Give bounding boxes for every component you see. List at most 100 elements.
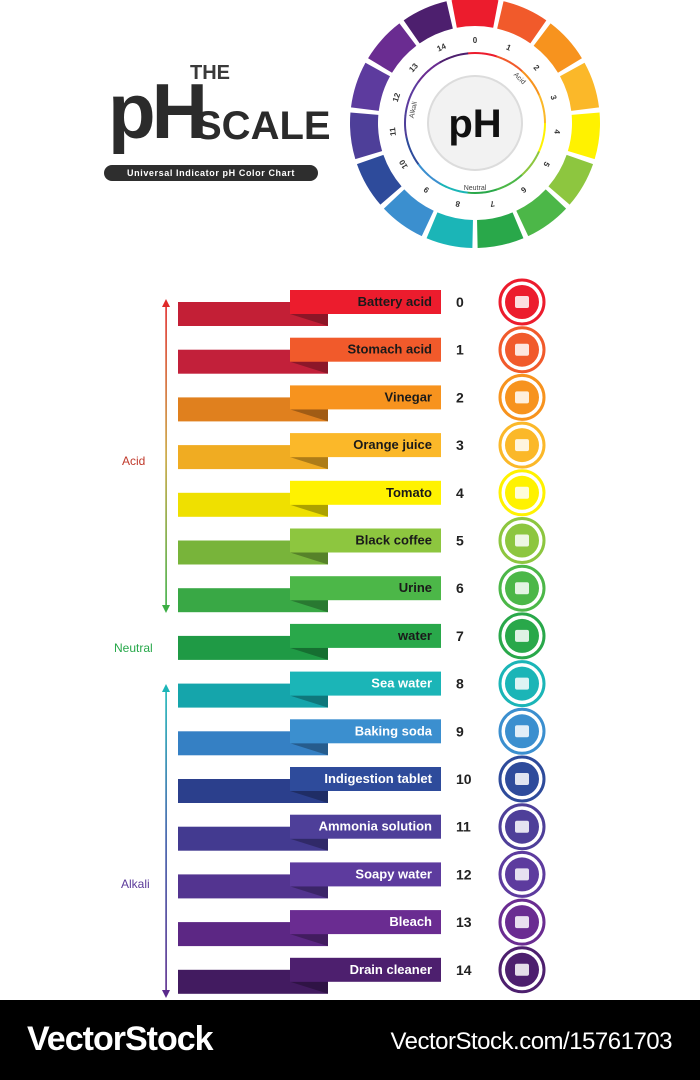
scale-row-label-band: [290, 337, 441, 362]
scale-row-label-band: [290, 576, 441, 601]
wheel-segment-ph-10: [356, 154, 402, 205]
scale-row-label-band: [290, 290, 441, 314]
scale-row-ph-value: 4: [456, 485, 464, 501]
wheel-center-label: pH: [448, 102, 501, 146]
scale-row-name: Battery acid: [358, 294, 432, 309]
scale-row-name: Vinegar: [385, 389, 432, 404]
scale-row-ph-value: 9: [456, 723, 464, 739]
icon-glyph: [515, 582, 529, 595]
scale-row-ph-11: Ammonia solution 11: [178, 803, 546, 851]
scale-row-ph-value: 11: [456, 819, 471, 835]
scale-row-name: Soapy water: [355, 866, 432, 881]
scale-row-label-band: [290, 480, 441, 505]
scale-row-ph-13: Bleach 13: [178, 898, 546, 947]
scale-row-fold: [290, 457, 328, 470]
wheel-number-ph-7: 7: [489, 199, 496, 209]
ph-scale-chart: Battery acid 0 Stomach acid 1 Vinegar 2 Orange…: [162, 278, 546, 998]
scale-row-fold: [290, 743, 328, 756]
wheel-number-ph-9: 9: [422, 184, 431, 194]
wheel-segment-ph-6: [516, 189, 567, 237]
wheel-segment-ph-4: [567, 112, 600, 160]
scale-row-name: Tomato: [386, 485, 432, 500]
wheel-number-ph-12: 12: [391, 91, 402, 103]
scale-row-ph-0: Battery acid 0: [178, 278, 546, 326]
scale-row-label-band: [290, 433, 441, 458]
scale-row-ph-6: Urine 6: [178, 564, 546, 613]
scale-row-ph-value: 10: [456, 771, 472, 787]
wheel-segment-ph-3: [560, 62, 600, 111]
footer-url: VectorStock.com/15761703: [390, 1028, 672, 1055]
scale-row-fold: [290, 981, 328, 994]
scale-row-ph-1: Stomach acid 1: [178, 326, 546, 374]
scale-row-name: water: [397, 628, 432, 643]
scale-row-fold: [290, 409, 328, 422]
icon-glyph: [515, 677, 529, 690]
scale-row-name: Ammonia solution: [319, 819, 432, 834]
wheel-inner-ring-arc: [460, 52, 469, 56]
scale-row-fold: [290, 504, 328, 517]
scale-row-label-band: [290, 385, 441, 410]
scale-row-ph-value: 5: [456, 533, 464, 549]
scale-row-fold: [290, 886, 328, 899]
wheel-number-ph-1: 1: [505, 43, 513, 53]
acid-range-arrow: [162, 299, 170, 613]
scale-row-fold: [290, 361, 328, 374]
icon-glyph: [515, 868, 529, 881]
wheel-segment-ph-12: [350, 62, 390, 111]
wheel-arc-label-neutral: Neutral: [464, 185, 487, 192]
scale-row-label-band: [290, 623, 441, 648]
wheel-number-ph-0: 0: [473, 36, 478, 45]
scale-row-fold: [290, 695, 328, 708]
scale-row-ph-value: 14: [456, 962, 472, 978]
icon-glyph: [515, 486, 529, 499]
scale-row-name: Indigestion tablet: [324, 771, 432, 786]
scale-row-ph-value: 8: [456, 676, 464, 692]
icon-glyph: [515, 963, 529, 976]
icon-glyph: [515, 343, 529, 356]
scale-row-ph-14: Drain cleaner 14: [178, 946, 546, 994]
icon-glyph: [515, 439, 529, 452]
wheel-number-ph-11: 11: [388, 126, 398, 136]
icon-glyph: [515, 773, 529, 785]
scale-row-label-band: [290, 528, 441, 553]
scale-row-fold: [290, 647, 328, 660]
footer-brand: VectorStock: [27, 1020, 214, 1058]
scale-row-name: Orange juice: [353, 437, 432, 452]
title-scale: SCALE: [195, 104, 331, 148]
scale-row-fold: [290, 934, 328, 947]
scale-row-label-band: [290, 814, 441, 839]
scale-row-ph-value: 7: [456, 628, 464, 644]
alkali-range-arrow: [162, 684, 170, 998]
scale-row-ph-value: 2: [456, 389, 464, 405]
scale-row-ph-12: Soapy water 12: [178, 850, 546, 899]
footer-bar: VectorStock VectorStock.com/15761703: [0, 1000, 700, 1080]
scale-row-ph-value: 3: [456, 437, 464, 453]
wheel-segment-ph-1: [497, 1, 547, 44]
scale-row-fold: [290, 552, 328, 565]
scale-row-label-band: [290, 719, 441, 744]
wheel-segment-ph-11: [349, 112, 383, 160]
scale-row-ph-3: Orange juice 3: [178, 421, 546, 470]
scale-row-ph-4: Tomato 4: [178, 469, 546, 517]
scale-row-ph-value: 0: [456, 294, 464, 310]
scale-row-name: Black coffee: [355, 533, 432, 548]
wheel-segment-ph-9: [383, 189, 434, 237]
icon-glyph: [515, 391, 529, 404]
scale-row-ph-value: 1: [456, 342, 464, 358]
wheel-number-ph-14: 14: [436, 41, 448, 53]
scale-row-ph-7: water 7: [178, 612, 546, 660]
icon-glyph: [515, 820, 529, 833]
scale-row-fold: [290, 791, 328, 803]
scale-row-label-band: [290, 910, 441, 935]
wheel-number-ph-6: 6: [519, 185, 528, 195]
scale-row-ph-value: 6: [456, 580, 464, 596]
wheel-number-ph-5: 5: [541, 160, 551, 169]
icon-glyph: [515, 725, 529, 738]
wheel-number-ph-8: 8: [454, 199, 461, 209]
scale-row-ph-9: Baking soda 9: [178, 707, 546, 756]
wheel-segment-ph-2: [533, 23, 582, 73]
scale-row-ph-10: Indigestion tablet 10: [178, 755, 546, 803]
wheel-segment-ph-14: [403, 1, 453, 44]
wheel-segment-ph-0: [451, 0, 499, 28]
